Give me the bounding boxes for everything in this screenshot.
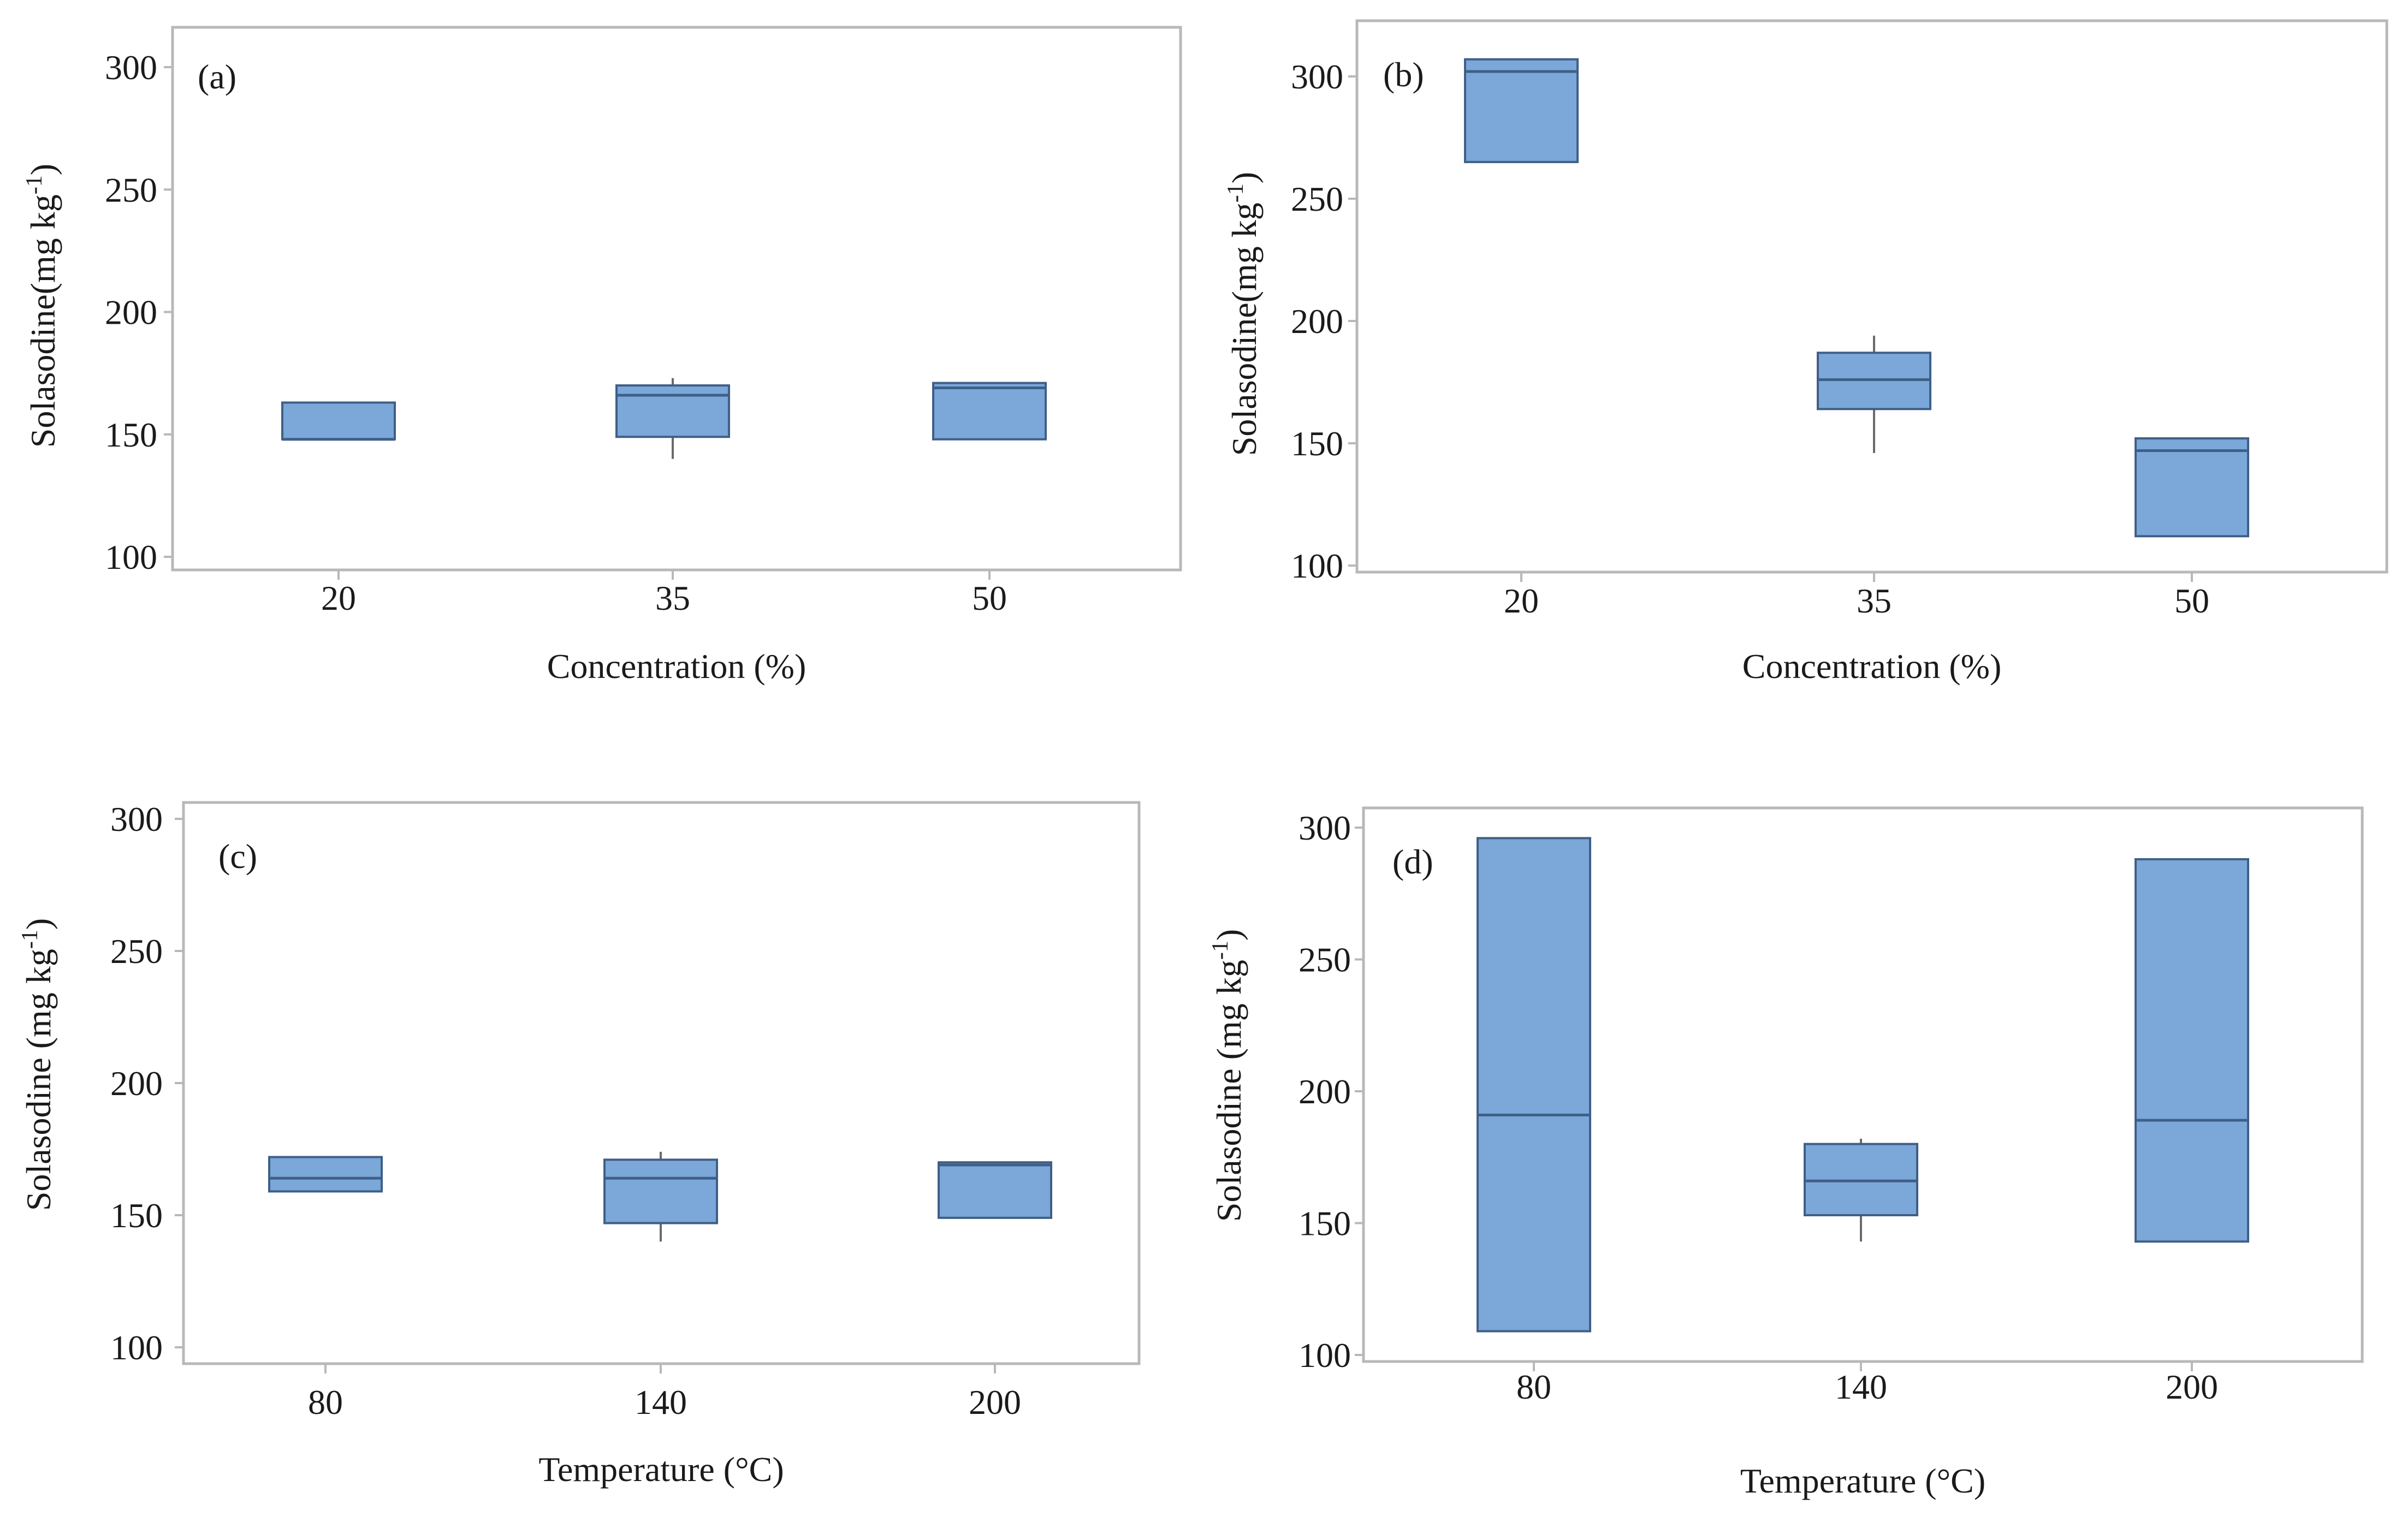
plot-frame bbox=[1362, 806, 2364, 1363]
y-tick-label: 300 bbox=[1299, 808, 1351, 847]
box-200 bbox=[2135, 858, 2249, 1243]
box-200 bbox=[938, 1161, 1052, 1219]
plot-frame bbox=[171, 26, 1182, 572]
x-axis-label: Temperature (°C) bbox=[538, 1450, 784, 1489]
y-tick-label: 200 bbox=[105, 293, 157, 332]
y-tick-label: 300 bbox=[105, 48, 157, 87]
x-axis-label: Concentration (%) bbox=[1742, 647, 2002, 686]
y-tick-label: 300 bbox=[1291, 57, 1343, 96]
chart-panel-a: (a) 100 150 200 250 300 20 35 50 Concentration (%… bbox=[22, 26, 1182, 686]
x-tick-label: 35 bbox=[1857, 581, 1892, 620]
y-tick-label: 100 bbox=[1291, 546, 1343, 585]
x-tick-label: 50 bbox=[2174, 581, 2209, 620]
y-axis-label: Solasodine (mg kg-1) bbox=[1208, 929, 1248, 1222]
box-140 bbox=[603, 1158, 718, 1224]
y-tick-label: 150 bbox=[1299, 1204, 1351, 1243]
box-50 bbox=[2135, 437, 2249, 538]
y-tick-label: 250 bbox=[1291, 180, 1343, 218]
box-20 bbox=[1464, 58, 1579, 163]
box-35 bbox=[615, 384, 730, 438]
y-tick-label: 250 bbox=[105, 170, 157, 209]
box-80 bbox=[268, 1156, 383, 1193]
x-tick-label: 200 bbox=[2166, 1367, 2218, 1406]
y-tick-label: 100 bbox=[105, 538, 157, 576]
chart-panel-d: (d) 100 150 200 250 300 80 140 200 Temperature (°… bbox=[1208, 806, 2364, 1500]
y-tick-label: 200 bbox=[110, 1064, 163, 1103]
panel-label: (c) bbox=[218, 837, 257, 876]
y-tick-label: 300 bbox=[110, 800, 163, 839]
y-tick-label: 250 bbox=[110, 932, 163, 971]
x-axis-label: Concentration (%) bbox=[547, 647, 807, 686]
x-tick-label: 80 bbox=[308, 1383, 343, 1422]
x-tick-label: 200 bbox=[969, 1383, 1021, 1422]
y-tick-label: 150 bbox=[110, 1196, 163, 1235]
panel-label: (d) bbox=[1392, 842, 1433, 881]
y-axis-label: Solasodine(mg kg-1) bbox=[1223, 172, 1264, 456]
y-axis-label: Solasodine (mg kg-1) bbox=[17, 918, 58, 1211]
x-tick-label: 140 bbox=[1835, 1367, 1887, 1406]
x-tick-label: 50 bbox=[972, 579, 1007, 617]
y-tick-label: 200 bbox=[1299, 1072, 1351, 1111]
x-tick-label: 35 bbox=[655, 579, 690, 617]
panel-label: (a) bbox=[198, 57, 236, 96]
panel-label: (b) bbox=[1383, 55, 1424, 94]
y-tick-label: 200 bbox=[1291, 302, 1343, 341]
y-tick-label: 150 bbox=[1291, 424, 1343, 463]
plot-frame bbox=[1355, 19, 2388, 574]
plot-frame bbox=[182, 801, 1141, 1365]
x-tick-label: 20 bbox=[1504, 581, 1539, 620]
y-axis-label: Solasodine(mg kg-1) bbox=[22, 164, 62, 448]
chart-panel-b: (b) 100 150 200 250 300 20 35 50 Concentration (%… bbox=[1223, 19, 2388, 686]
x-tick-label: 20 bbox=[321, 579, 356, 617]
chart-panel-c: (c) 100 150 200 250 300 80 140 200 Temperature (°… bbox=[17, 800, 1141, 1489]
box-20 bbox=[281, 401, 396, 441]
x-tick-label: 80 bbox=[1516, 1367, 1551, 1406]
box-80 bbox=[1477, 837, 1591, 1333]
x-axis-label: Temperature (°C) bbox=[1740, 1461, 1985, 1500]
x-tick-label: 140 bbox=[635, 1383, 687, 1422]
box-50 bbox=[932, 382, 1047, 441]
y-tick-label: 250 bbox=[1299, 941, 1351, 979]
y-tick-label: 150 bbox=[105, 415, 157, 454]
y-tick-label: 100 bbox=[1299, 1336, 1351, 1375]
y-tick-label: 100 bbox=[110, 1328, 163, 1367]
